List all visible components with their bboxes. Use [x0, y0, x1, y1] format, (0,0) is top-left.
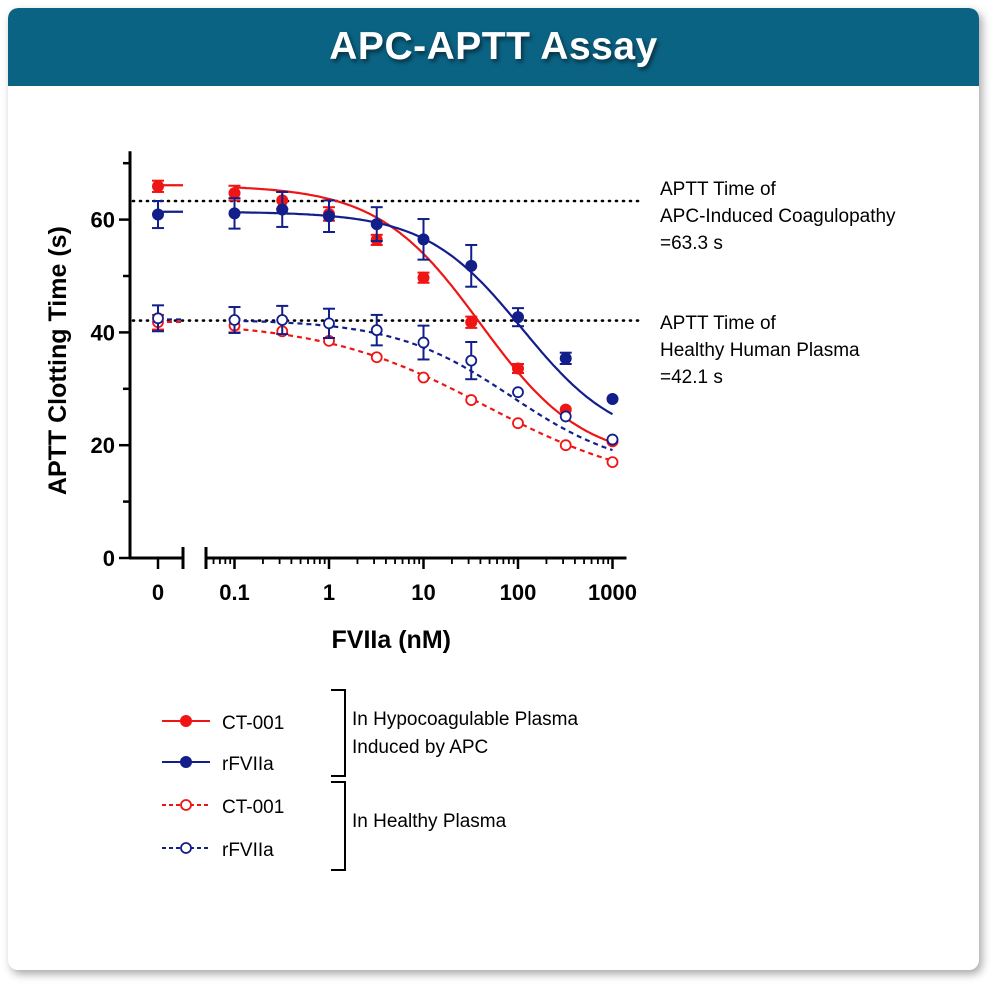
page-title: APC-APTT Assay: [329, 25, 658, 68]
data-point: [228, 207, 241, 220]
title-banner: APC-APTT Assay: [8, 8, 979, 86]
data-point: [152, 180, 164, 193]
legend-label: CT-001: [222, 713, 284, 734]
x-tick-label: 0.1: [219, 580, 250, 605]
data-point: [370, 324, 383, 337]
legend-marker: [180, 715, 192, 727]
data-point: [606, 433, 619, 446]
legend-group-label: Induced by APC: [352, 737, 488, 758]
data-point: [323, 317, 335, 330]
data-point: [512, 362, 524, 375]
legend-marker: [180, 799, 192, 811]
data-point: [512, 417, 524, 430]
data-point: [323, 210, 335, 223]
data-point: [559, 439, 572, 452]
figure-card: APC-APTT Assay 0 20 40 60 0 0.1 1 10 100 1000 FVII…: [8, 8, 979, 970]
chart: 0 20 40 60 0 0.1 1 10 100 1000 FVIIa (nM) APTT Clot…: [44, 151, 896, 871]
data-point: [152, 312, 164, 325]
data-point: [276, 203, 289, 216]
data-point: [512, 386, 524, 399]
data-point: [606, 456, 619, 469]
reference-line-label: Healthy Human Plasma: [660, 340, 860, 361]
data-point: [512, 311, 524, 324]
data-point: [417, 271, 430, 284]
data-point: [465, 394, 478, 406]
x-tick-label: 0: [152, 580, 164, 605]
y-tick-label: 40: [91, 320, 115, 345]
y-axis-title: APTT Clotting Time (s): [44, 226, 72, 495]
reference-line-label: APTT Time of: [660, 313, 777, 334]
data-point: [152, 208, 164, 221]
legend-marker: [180, 842, 192, 854]
data-point: [370, 351, 383, 364]
x-tick-label: 1000: [588, 580, 637, 605]
y-tick-label: 60: [91, 208, 115, 233]
data-point: [465, 316, 478, 329]
legend-group-label: In Healthy Plasma: [352, 811, 507, 832]
y-tick-label: 0: [103, 546, 115, 571]
data-point: [228, 187, 241, 200]
legend-label: CT-001: [222, 797, 284, 818]
legend-group-label: In Hypocoagulable Plasma: [352, 709, 578, 730]
reference-line-label: =63.3 s: [660, 233, 723, 254]
legend-marker: [180, 756, 192, 768]
data-point: [228, 314, 241, 326]
data-point: [417, 233, 430, 246]
x-axis-title: FVIIa (nM): [332, 626, 451, 654]
data-point: [465, 354, 478, 367]
legend-label: rFVIIa: [222, 840, 274, 861]
reference-line-label: =42.1 s: [660, 367, 723, 388]
reference-line-label: APC-Induced Coagulopathy: [660, 206, 896, 227]
reference-line-label: APTT Time of: [660, 179, 777, 200]
data-point: [417, 336, 430, 349]
data-point: [276, 314, 289, 326]
data-point: [417, 371, 430, 384]
legend-bracket: [331, 689, 346, 777]
x-tick-label: 10: [411, 580, 435, 605]
x-tick-label: 100: [500, 580, 537, 605]
fit-curve: [234, 327, 613, 462]
data-point: [370, 218, 383, 231]
data-point: [559, 352, 572, 365]
data-point: [606, 392, 619, 405]
data-point: [559, 410, 572, 423]
legend-bracket: [331, 781, 346, 871]
y-tick-label: 20: [91, 433, 115, 458]
x-tick-label: 1: [323, 580, 335, 605]
data-point: [465, 259, 478, 272]
legend-label: rFVIIa: [222, 754, 274, 775]
